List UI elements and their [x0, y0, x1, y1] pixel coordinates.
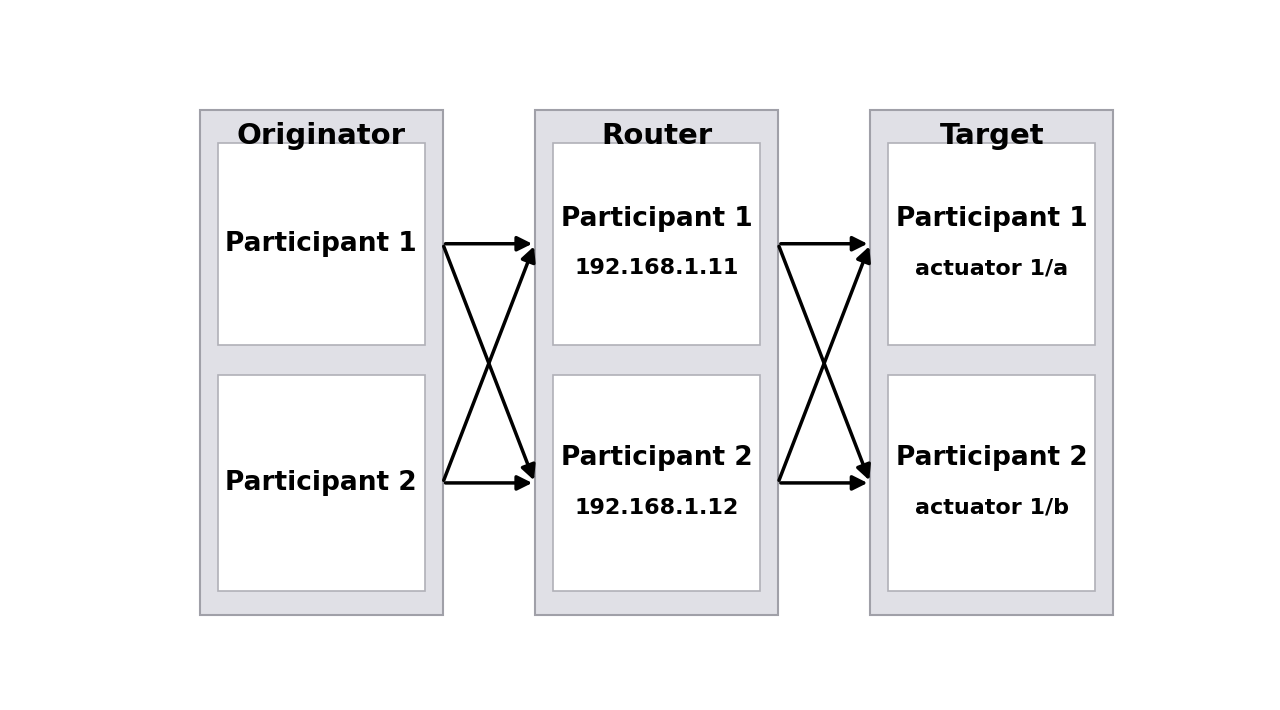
FancyBboxPatch shape: [218, 143, 425, 345]
Text: actuator 1/b: actuator 1/b: [915, 498, 1069, 518]
FancyBboxPatch shape: [888, 143, 1096, 345]
Text: Participant 1: Participant 1: [561, 206, 753, 232]
Text: Participant 1: Participant 1: [896, 206, 1088, 232]
Text: Participant 1: Participant 1: [225, 231, 417, 257]
FancyBboxPatch shape: [553, 375, 760, 591]
FancyBboxPatch shape: [888, 375, 1096, 591]
FancyBboxPatch shape: [200, 110, 443, 616]
Text: Originator: Originator: [237, 122, 406, 150]
FancyBboxPatch shape: [535, 110, 778, 616]
Text: Participant 2: Participant 2: [561, 445, 753, 471]
Text: 192.168.1.11: 192.168.1.11: [575, 258, 739, 278]
Text: Participant 2: Participant 2: [896, 445, 1088, 471]
Text: Router: Router: [600, 122, 712, 150]
Text: Participant 2: Participant 2: [225, 470, 417, 496]
FancyBboxPatch shape: [553, 143, 760, 345]
Text: Target: Target: [940, 122, 1044, 150]
FancyBboxPatch shape: [870, 110, 1114, 616]
FancyBboxPatch shape: [218, 375, 425, 591]
Text: actuator 1/a: actuator 1/a: [915, 258, 1069, 278]
Text: 192.168.1.12: 192.168.1.12: [575, 498, 739, 518]
